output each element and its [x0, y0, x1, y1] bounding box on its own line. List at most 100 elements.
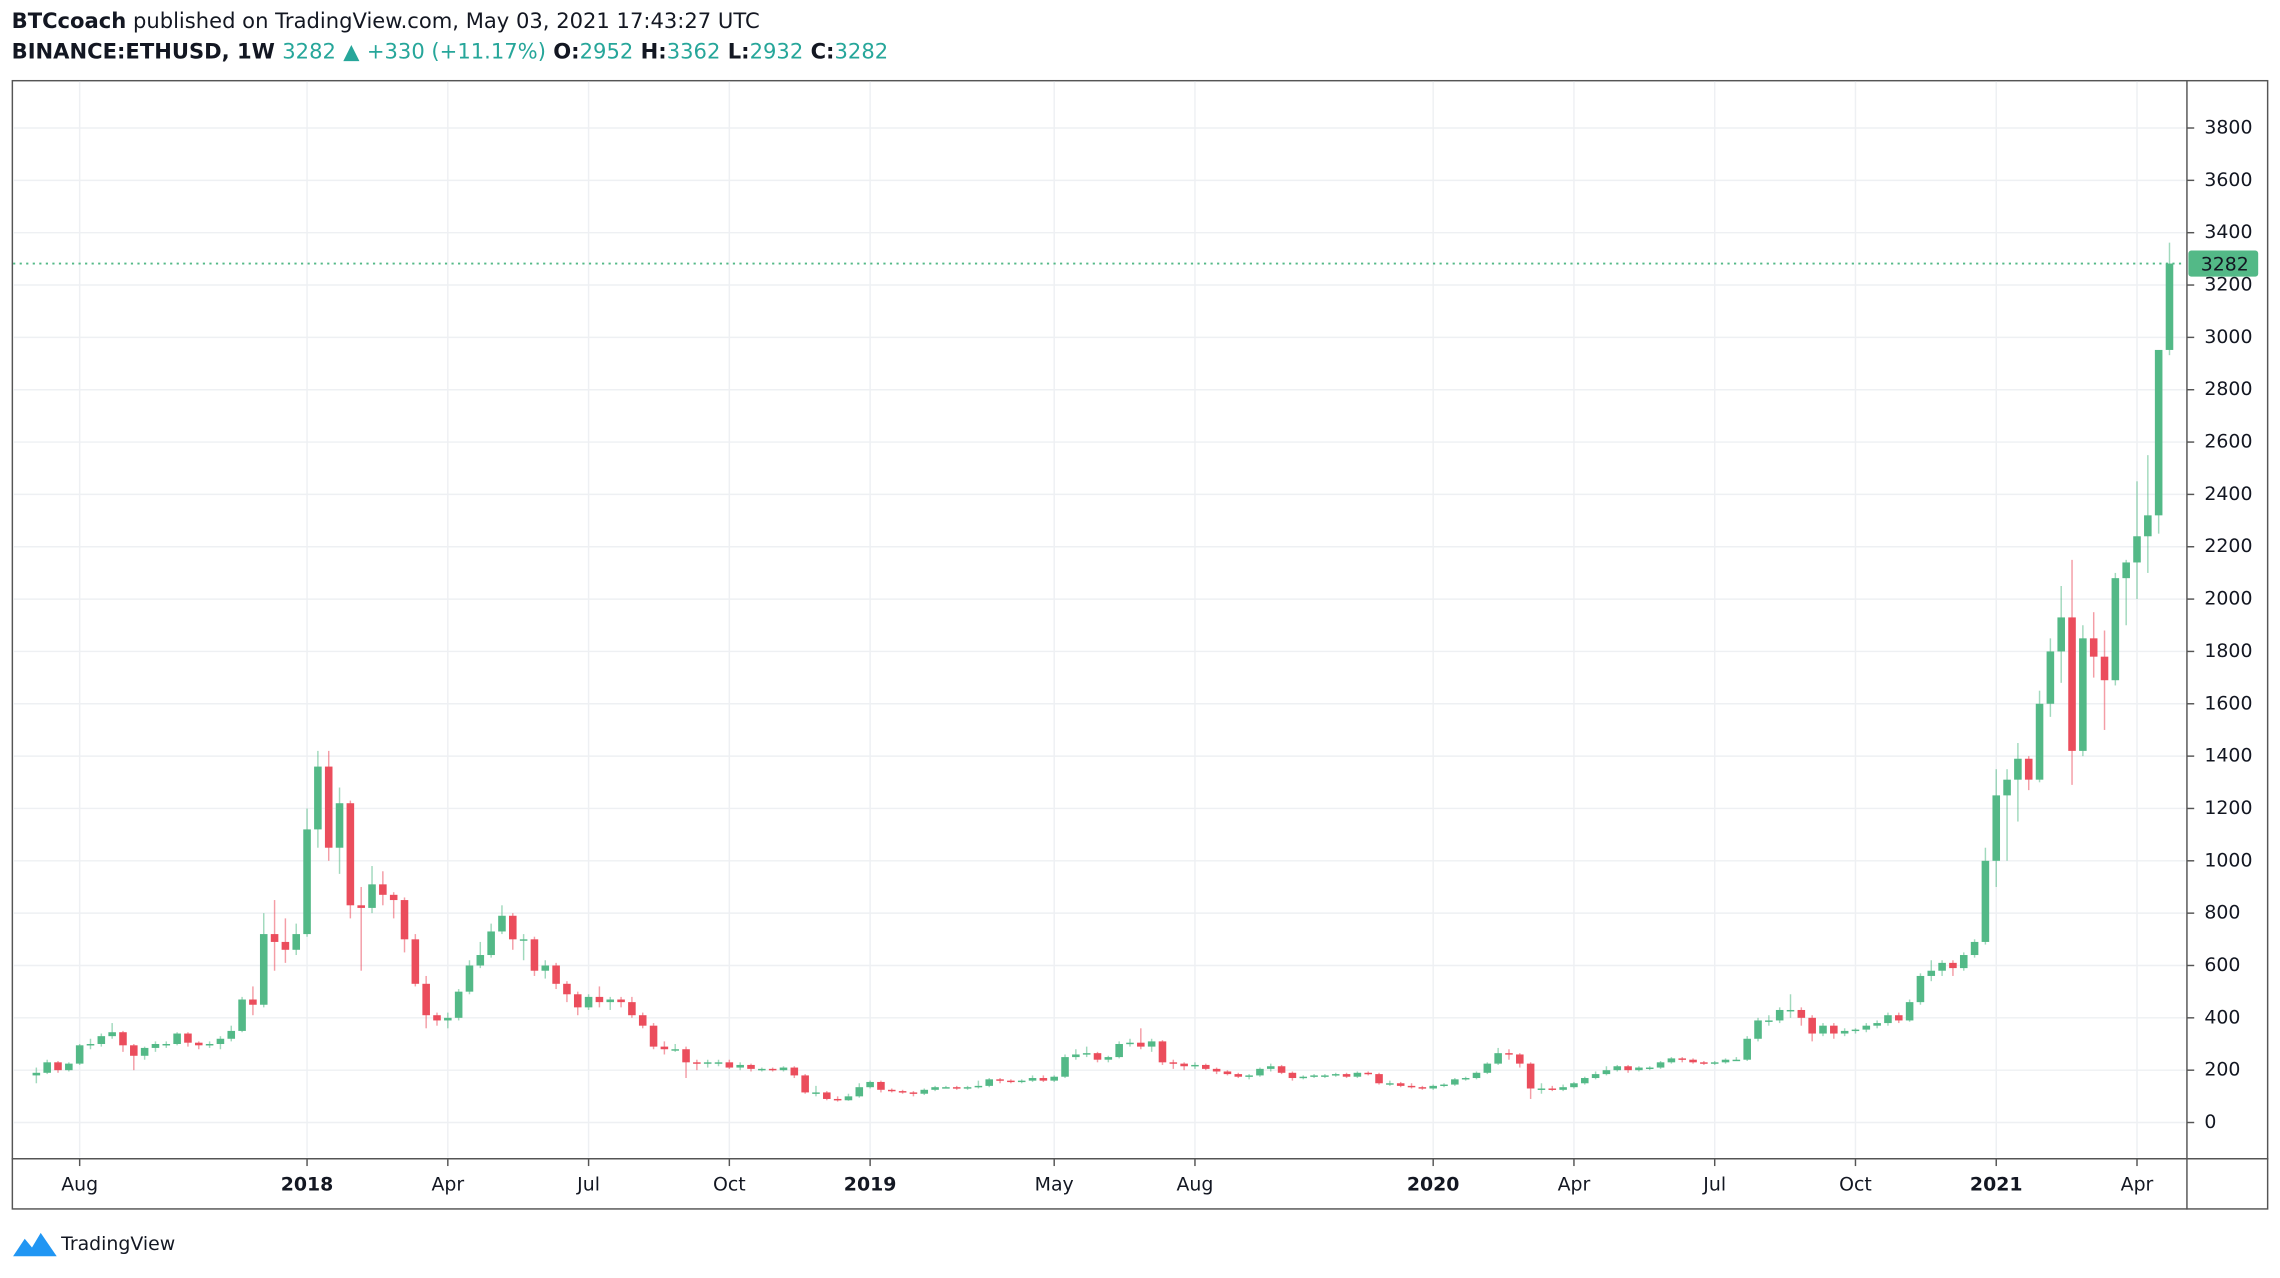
candle-body [97, 1036, 106, 1045]
candle-body [790, 1067, 799, 1076]
candle-body [1061, 1057, 1069, 1077]
candle-body [1992, 795, 2001, 861]
candle-body [422, 983, 430, 1016]
candle-body [292, 934, 301, 950]
candle-body [1418, 1087, 1427, 1089]
candle-body [2154, 349, 2163, 516]
candle-body [1072, 1054, 1080, 1058]
candle-body [996, 1079, 1004, 1081]
candle-body [1873, 1023, 1881, 1026]
candle-body [2165, 263, 2174, 350]
candle-body [931, 1087, 939, 1090]
candle-body [1451, 1079, 1459, 1085]
candle-body [1516, 1054, 1524, 1064]
y-tick-label: 3600 [2204, 169, 2252, 191]
candle-body [1353, 1072, 1362, 1077]
candle-body [1505, 1053, 1513, 1055]
candle-body [1916, 975, 1925, 1003]
x-tick-label: Apr [431, 1173, 464, 1195]
candle-body [530, 939, 539, 971]
candle-body [1678, 1058, 1687, 1060]
candle-body [1028, 1078, 1037, 1081]
candle-body [1288, 1072, 1297, 1079]
y-tick-label: 600 [2204, 954, 2240, 976]
candle-body [1202, 1064, 1210, 1069]
candle-body [617, 999, 625, 1003]
frame [11, 79, 2269, 1210]
y-tick-label: 3800 [2204, 117, 2252, 139]
candle-body [1765, 1020, 1773, 1022]
candle-body [259, 934, 268, 1005]
candle-body [454, 991, 463, 1018]
x-tick-label: Oct [1839, 1173, 1872, 1195]
logo: TradingView [13, 1232, 175, 1257]
candle-body [595, 996, 604, 1003]
candle-body [1635, 1067, 1643, 1071]
candle-body [584, 996, 593, 1008]
candle-body [54, 1062, 62, 1071]
y-tick-label: 2600 [2204, 431, 2252, 453]
candle-body [1743, 1038, 1751, 1060]
candle-body [844, 1096, 853, 1101]
candle-body [1277, 1066, 1286, 1073]
y-tick-label: 3400 [2204, 221, 2252, 243]
low-label: L: [728, 38, 750, 63]
candle-body [2024, 758, 2033, 780]
candle-body [779, 1067, 788, 1071]
candle-body [465, 965, 474, 992]
y-tick-label: 400 [2204, 1006, 2240, 1028]
candle-body [1613, 1066, 1622, 1071]
x-tick-label: Oct [713, 1173, 746, 1195]
high-value: 3362 [667, 38, 721, 63]
x-tick-label: Jul [1702, 1173, 1726, 1195]
candle-body [573, 994, 582, 1008]
candle-body [184, 1033, 192, 1043]
candle-body [725, 1062, 734, 1068]
candle-body [1180, 1063, 1188, 1067]
candle-body [1667, 1058, 1676, 1063]
candle-body [2144, 515, 2152, 537]
candle-body [758, 1068, 766, 1071]
y-tick-label: 1800 [2204, 640, 2252, 662]
candle-body [747, 1064, 755, 1069]
candle-body [1981, 860, 1990, 942]
candle-body [270, 934, 279, 942]
candle-body [1147, 1041, 1156, 1047]
candle-body [151, 1044, 160, 1048]
candle-body [1375, 1074, 1383, 1084]
candle-body [303, 829, 311, 935]
y-tick-label: 1000 [2204, 849, 2252, 871]
candle-body [1299, 1076, 1308, 1079]
candle-body [1754, 1020, 1762, 1039]
candle-body [140, 1047, 149, 1056]
candle-body [1808, 1017, 1816, 1034]
candle-body [628, 1002, 636, 1016]
candle-body [1386, 1083, 1394, 1085]
x-tick-label: 2020 [1407, 1173, 1460, 1195]
candle-body [985, 1079, 994, 1086]
candle-body [2046, 651, 2055, 704]
candle-body [1700, 1062, 1708, 1064]
candle-body [1115, 1044, 1123, 1058]
candle-body [736, 1064, 744, 1068]
candle-body [1840, 1030, 1849, 1034]
candle-body [638, 1015, 647, 1026]
candle-body [1656, 1062, 1665, 1068]
candle-body [1256, 1068, 1264, 1076]
candle-body [194, 1042, 203, 1046]
candle-body [411, 939, 420, 984]
candle-body [1797, 1009, 1806, 1018]
candle-body [281, 941, 290, 950]
published: published on TradingView.com, May 03, 20… [133, 8, 760, 33]
candle-body [2014, 758, 2022, 780]
candle-body [1104, 1057, 1113, 1060]
candle-body [433, 1015, 441, 1021]
candle-body [1591, 1074, 1600, 1079]
candle-body [249, 999, 257, 1005]
candle-body [974, 1085, 983, 1088]
candle-body [1191, 1064, 1199, 1067]
candle-body [2133, 536, 2141, 563]
x-tick-label: Apr [2121, 1173, 2154, 1195]
candle-body [1093, 1053, 1102, 1060]
